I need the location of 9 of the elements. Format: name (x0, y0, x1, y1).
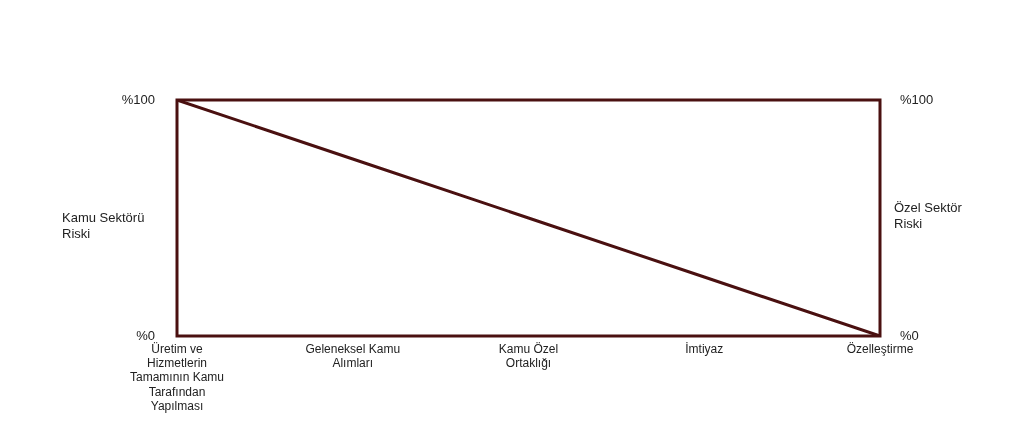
y2-axis-title: Özel Sektör Riski (894, 199, 963, 231)
x-tick-label: Geleneksel Kamu Alımları (305, 341, 401, 370)
x-tick-label: İmtiyaz (685, 341, 724, 356)
y2-tick-label: %0 (900, 327, 919, 343)
x-tick-label: Kamu Özel Ortaklığı (498, 341, 559, 370)
x-tick-label: Üretim ve Hizmetlerin Tamamının Kamu Tarafından Yapılması (129, 341, 225, 414)
y-axis-title: Kamu Sektörü Riski (62, 209, 145, 241)
y2-tick-label: %100 (900, 91, 934, 107)
x-tick-label: Özelleştirme (846, 341, 914, 356)
